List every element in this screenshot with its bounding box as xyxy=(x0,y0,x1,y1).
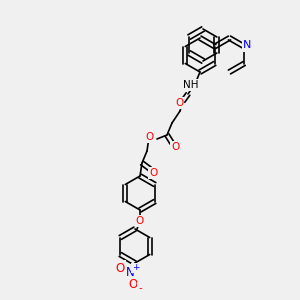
Text: +: + xyxy=(132,263,140,272)
Text: O: O xyxy=(128,278,138,292)
Text: -: - xyxy=(138,283,142,293)
Text: O: O xyxy=(145,132,153,142)
Text: O: O xyxy=(175,98,183,108)
Text: O: O xyxy=(136,216,144,226)
Text: NH: NH xyxy=(183,80,199,90)
Text: O: O xyxy=(116,262,124,275)
Text: N: N xyxy=(126,266,134,280)
Text: O: O xyxy=(149,168,157,178)
Text: N: N xyxy=(243,40,251,50)
Text: O: O xyxy=(171,142,179,152)
